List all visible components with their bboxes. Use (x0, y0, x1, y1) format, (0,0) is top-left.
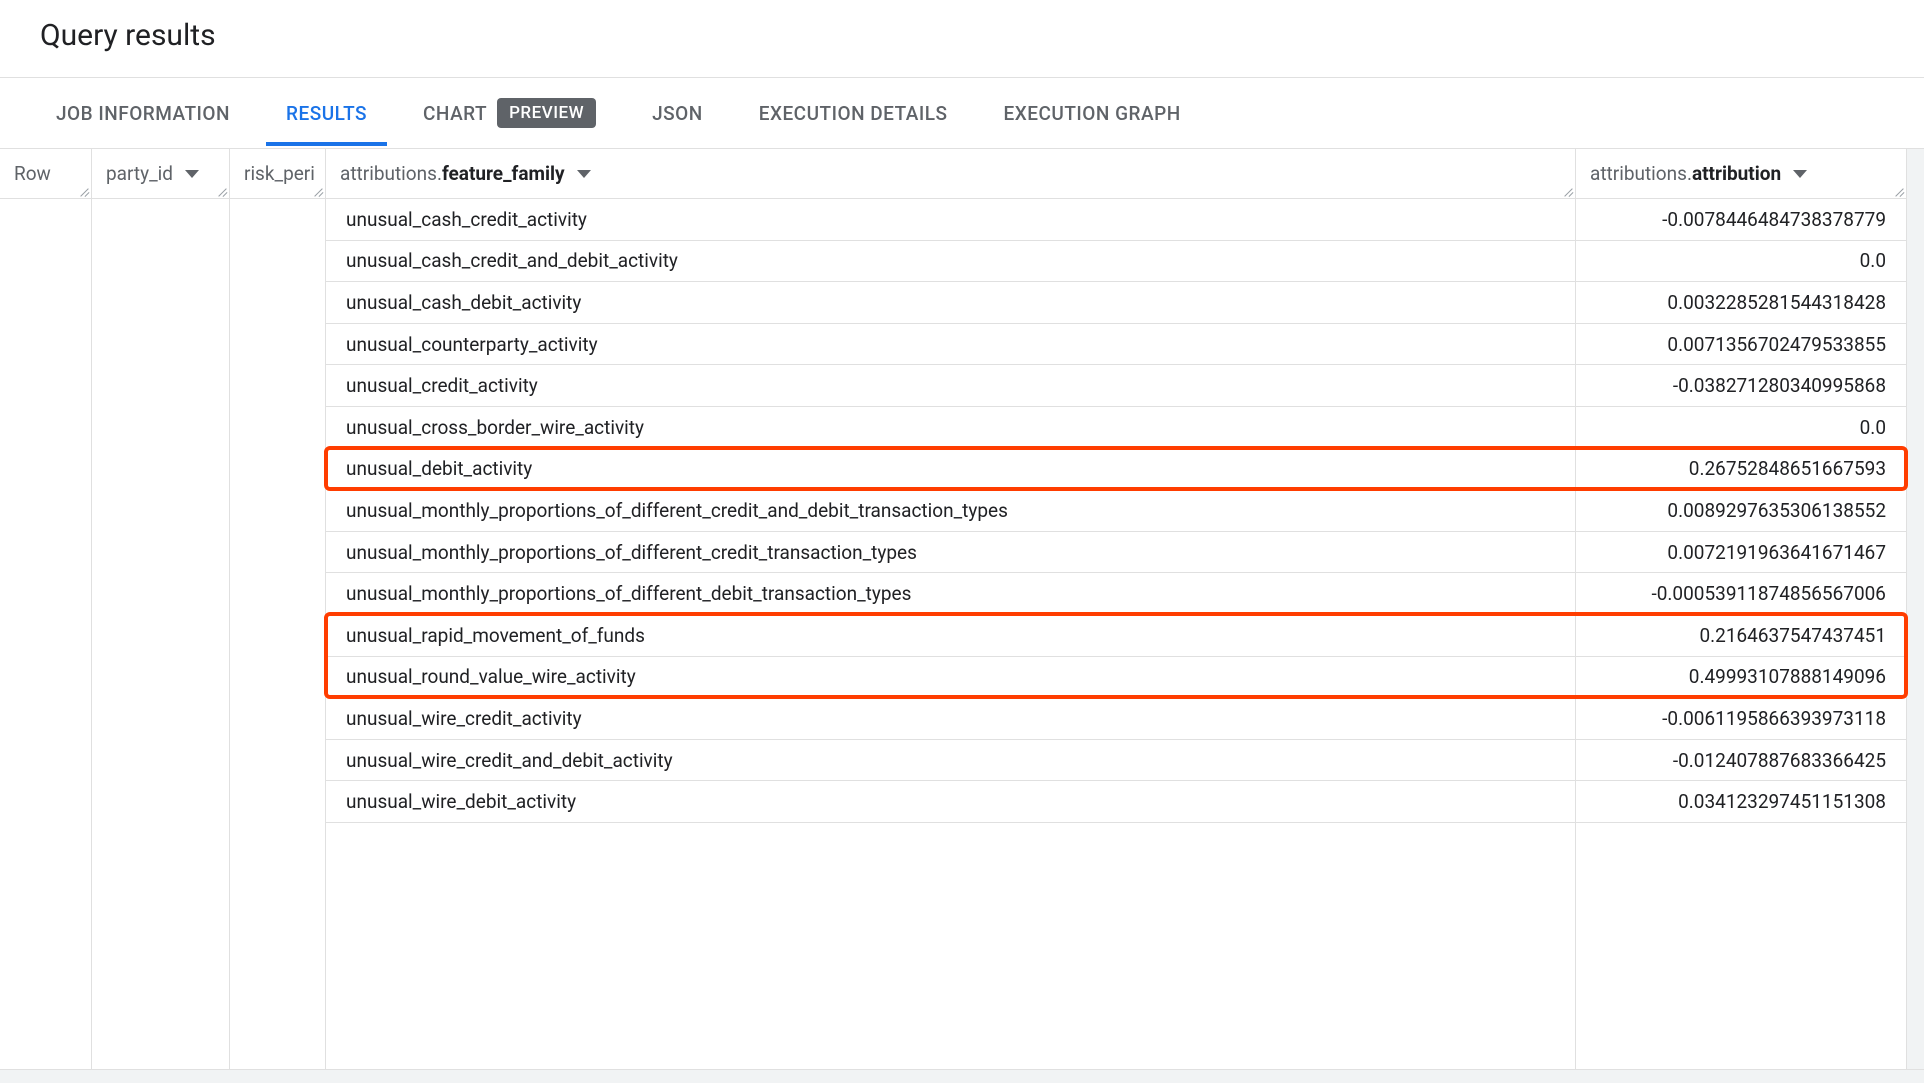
table-row[interactable]: -0.0078446484738378779 (1576, 199, 1906, 241)
tab-label: CHART (423, 102, 487, 125)
table-row[interactable]: unusual_monthly_proportions_of_different… (326, 532, 1575, 574)
table-row[interactable]: 0.034123297451151308 (1576, 781, 1906, 823)
column-header-attribution-prefix: attributions. (1590, 162, 1692, 185)
tab-label: JOB INFORMATION (56, 102, 230, 125)
column-risk-period: risk_peri (230, 149, 326, 1069)
table-row[interactable]: unusual_wire_debit_activity (326, 781, 1575, 823)
preview-badge: PREVIEW (497, 98, 596, 128)
tab-chart[interactable]: CHART PREVIEW (395, 78, 624, 148)
page-header: Query results (0, 0, 1924, 77)
column-header-party-id-label: party_id (106, 162, 173, 185)
table-row[interactable]: -0.038271280340995868 (1576, 365, 1906, 407)
feature-family-rows: unusual_cash_credit_activityunusual_cash… (326, 199, 1575, 823)
chevron-down-icon[interactable] (1793, 170, 1807, 178)
tab-job-information[interactable]: JOB INFORMATION (28, 82, 258, 145)
column-header-feature-family-label: feature_family (442, 162, 565, 185)
tab-execution-details[interactable]: EXECUTION DETAILS (731, 82, 976, 145)
column-row: Row (0, 149, 92, 1069)
table-row[interactable]: unusual_cash_debit_activity (326, 282, 1575, 324)
column-header-risk-period-label: risk_peri (244, 162, 315, 185)
table-row[interactable]: -0.0061195866393973118 (1576, 698, 1906, 740)
resize-handle-icon[interactable] (217, 186, 227, 196)
table-row[interactable]: 0.0032285281544318428 (1576, 282, 1906, 324)
resize-handle-icon[interactable] (1563, 186, 1573, 196)
resize-handle-icon[interactable] (1894, 186, 1904, 196)
column-header-risk-period[interactable]: risk_peri (230, 149, 325, 199)
resize-handle-icon[interactable] (79, 186, 89, 196)
table-row[interactable]: -0.00053911874856567006 (1576, 573, 1906, 615)
table-row[interactable]: unusual_credit_activity (326, 365, 1575, 407)
chevron-down-icon[interactable] (185, 170, 199, 178)
tabs-bar: JOB INFORMATION RESULTS CHART PREVIEW JSON EX… (0, 78, 1924, 149)
tab-json[interactable]: JSON (624, 82, 731, 145)
table-row[interactable]: unusual_wire_credit_activity (326, 698, 1575, 740)
table-row[interactable]: unusual_cross_border_wire_activity (326, 407, 1575, 449)
vertical-scrollbar[interactable] (1906, 149, 1924, 1069)
results-table: Row party_id risk_peri attributions.feat… (0, 149, 1924, 1069)
table-row[interactable]: unusual_monthly_proportions_of_different… (326, 490, 1575, 532)
column-feature-family: attributions.feature_family unusual_cash… (326, 149, 1576, 1069)
tab-results[interactable]: RESULTS (258, 82, 395, 145)
tab-label: RESULTS (286, 102, 367, 125)
tab-label: EXECUTION DETAILS (759, 102, 948, 125)
table-row[interactable]: 0.26752848651667593 (1576, 449, 1906, 491)
column-header-row-label: Row (14, 162, 51, 185)
table-row[interactable]: unusual_debit_activity (326, 449, 1575, 491)
table-row[interactable]: 0.0 (1576, 407, 1906, 449)
column-attribution: attributions.attribution -0.007844648473… (1576, 149, 1906, 1069)
column-header-row[interactable]: Row (0, 149, 91, 199)
tab-label: JSON (652, 102, 703, 125)
table-row[interactable]: 0.0072191963641671467 (1576, 532, 1906, 574)
table-row[interactable]: 0.2164637547437451 (1576, 615, 1906, 657)
tab-execution-graph[interactable]: EXECUTION GRAPH (976, 82, 1209, 145)
column-party-id: party_id (92, 149, 230, 1069)
table-row[interactable]: 0.0071356702479533855 (1576, 324, 1906, 366)
table-row[interactable]: unusual_monthly_proportions_of_different… (326, 573, 1575, 615)
table-row[interactable]: unusual_wire_credit_and_debit_activity (326, 740, 1575, 782)
table-row[interactable]: 0.49993107888149096 (1576, 657, 1906, 699)
table-row[interactable]: unusual_cash_credit_activity (326, 199, 1575, 241)
table-row[interactable]: 0.0089297635306138552 (1576, 490, 1906, 532)
table-row[interactable]: unusual_rapid_movement_of_funds (326, 615, 1575, 657)
column-header-feature-family-prefix: attributions. (340, 162, 442, 185)
column-header-attribution[interactable]: attributions.attribution (1576, 149, 1906, 199)
tab-label: EXECUTION GRAPH (1004, 102, 1181, 125)
table-row[interactable]: unusual_cash_credit_and_debit_activity (326, 241, 1575, 283)
column-header-attribution-label: attribution (1692, 162, 1781, 185)
table-row[interactable]: unusual_counterparty_activity (326, 324, 1575, 366)
column-header-feature-family[interactable]: attributions.feature_family (326, 149, 1575, 199)
chevron-down-icon[interactable] (577, 170, 591, 178)
horizontal-scrollbar[interactable] (0, 1069, 1924, 1083)
column-header-party-id[interactable]: party_id (92, 149, 229, 199)
resize-handle-icon[interactable] (313, 186, 323, 196)
table-row[interactable]: -0.012407887683366425 (1576, 740, 1906, 782)
page-title: Query results (40, 18, 1884, 53)
table-row[interactable]: unusual_round_value_wire_activity (326, 657, 1575, 699)
table-row[interactable]: 0.0 (1576, 241, 1906, 283)
attribution-rows: -0.00784464847383787790.00.0032285281544… (1576, 199, 1906, 823)
